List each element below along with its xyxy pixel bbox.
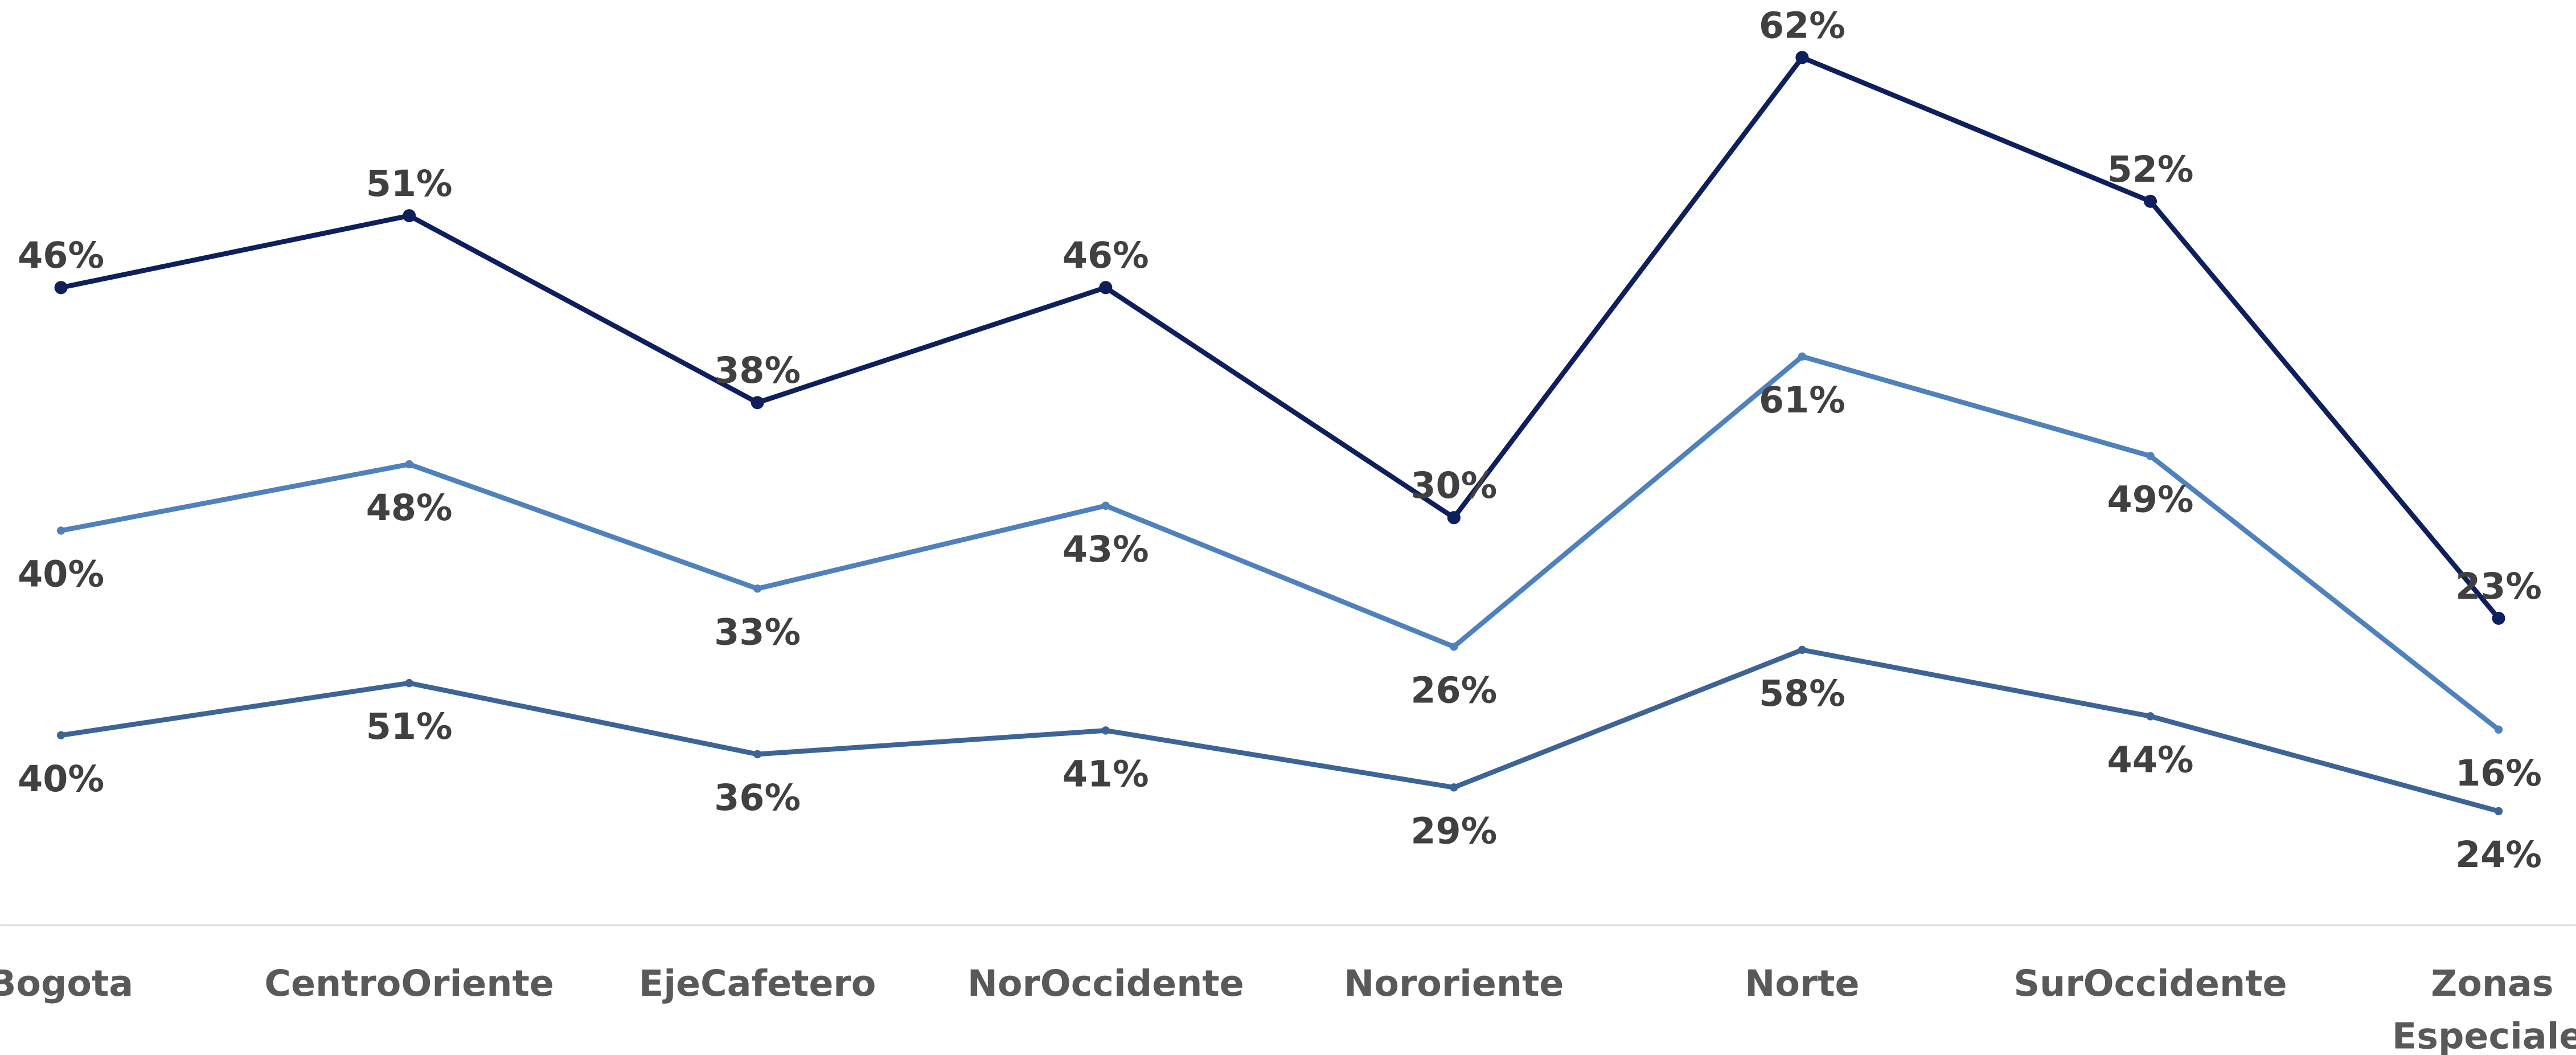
data-label: 46% — [18, 234, 104, 276]
data-point — [1450, 642, 1458, 651]
data-point — [1798, 645, 1807, 655]
data-label: 16% — [2455, 752, 2542, 794]
series-line — [60, 647, 2500, 814]
data-point — [2494, 725, 2503, 734]
data-label: 61% — [1759, 379, 1845, 421]
data-point — [1450, 783, 1458, 792]
data-point — [56, 526, 65, 535]
data-point — [54, 281, 68, 295]
data-label: 26% — [1410, 669, 1497, 711]
data-point — [2492, 611, 2505, 625]
data-point — [1798, 352, 1807, 361]
data-point — [2146, 452, 2155, 460]
data-point — [403, 209, 416, 223]
data-point — [1447, 511, 1461, 525]
data-point — [753, 750, 762, 759]
data-label: 48% — [366, 486, 453, 529]
series-line — [60, 354, 2500, 732]
data-point — [2146, 712, 2155, 721]
data-point — [1101, 501, 1110, 510]
data-point — [1795, 51, 1809, 64]
data-point — [2143, 194, 2157, 208]
data-point — [2494, 807, 2503, 816]
data-label: 36% — [714, 776, 801, 819]
data-label: 52% — [2107, 148, 2194, 190]
x-tick-label: Nororiente — [1344, 962, 1564, 1004]
x-tick-label: Zonas Especiales — [2392, 962, 2576, 1055]
data-point — [753, 584, 762, 593]
data-point — [56, 731, 65, 739]
data-label: 24% — [2455, 833, 2542, 876]
data-label: 58% — [1759, 672, 1845, 714]
data-point — [405, 678, 413, 688]
data-label: 33% — [714, 611, 801, 653]
x-tick-label: EjeCafetero — [639, 962, 876, 1004]
data-point — [405, 460, 413, 469]
x-tick-label: Norte — [1745, 962, 1859, 1004]
data-label: 30% — [1410, 464, 1497, 506]
data-point — [750, 396, 764, 410]
data-label: 51% — [366, 162, 453, 205]
data-label: 46% — [1063, 234, 1149, 276]
data-label: 38% — [714, 349, 801, 391]
x-tick-label: NorOccidente — [967, 962, 1244, 1004]
data-label: 40% — [18, 553, 104, 595]
data-label: 49% — [2107, 479, 2194, 521]
data-label: 40% — [18, 758, 104, 800]
series-line — [60, 54, 2501, 620]
data-label: 23% — [2455, 565, 2542, 607]
data-label: 51% — [366, 705, 453, 747]
data-label: 43% — [1063, 528, 1149, 570]
x-tick-label: Bogota — [0, 962, 133, 1004]
data-label: 62% — [1759, 4, 1845, 46]
x-tick-label: CentroOriente — [264, 962, 554, 1004]
data-point — [1101, 726, 1110, 735]
data-point — [1099, 281, 1113, 295]
x-tick-label: SurOccidente — [2013, 962, 2287, 1004]
data-label: 41% — [1063, 753, 1149, 795]
data-label: 44% — [2107, 738, 2194, 780]
data-label: 29% — [1410, 809, 1497, 852]
